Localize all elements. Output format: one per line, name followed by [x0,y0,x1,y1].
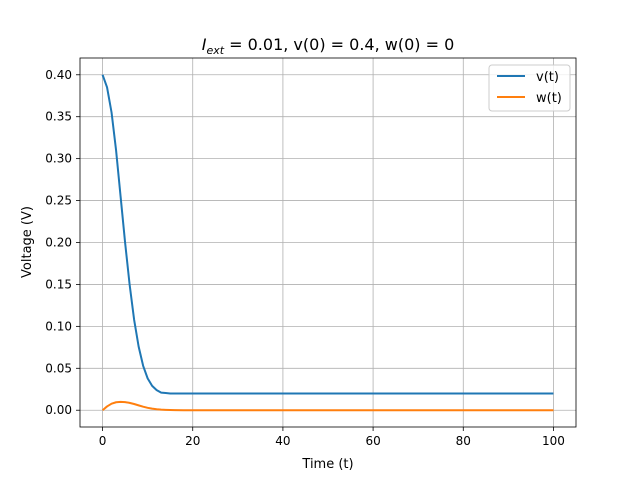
x-tick-label: 100 [542,434,565,448]
chart-title-prefix: I [202,35,207,54]
y-tick-label: 0.30 [45,152,72,166]
y-tick-label: 0.05 [45,361,72,375]
series-line-v [101,74,554,395]
legend-label-w: w(t) [536,91,562,106]
y-tick-label: 0.35 [45,110,72,124]
series-layer [101,74,554,412]
y-tick-label: 0.40 [45,68,72,82]
x-tick-label: 0 [99,434,107,448]
chart-title: Iext = 0.01, v(0) = 0.4, w(0) = 0 [202,35,455,57]
y-tick-label: 0.15 [45,277,72,291]
x-tick-label: 40 [275,434,290,448]
y-tick-label: 0.00 [45,403,72,417]
x-axis-label: Time (t) [301,457,353,472]
series-line-w [101,400,554,412]
y-tick-label: 0.10 [45,319,72,333]
legend: v(t) w(t) [488,64,571,112]
x-tick-label: 20 [185,434,200,448]
x-axis-ticks: 0 20 40 60 80 100 [99,427,565,448]
chart-title-subscript: ext [206,44,224,57]
chart-title-rest: = 0.01, v(0) = 0.4, w(0) = 0 [224,35,454,54]
y-axis-label: Voltage (V) [20,206,35,278]
grid-layer [80,58,576,427]
x-tick-label: 60 [365,434,380,448]
x-tick-label: 80 [456,434,471,448]
y-tick-label: 0.20 [45,236,72,250]
y-tick-label: 0.25 [45,194,72,208]
legend-label-v: v(t) [536,70,559,85]
y-axis-ticks: 0.00 0.05 0.10 0.15 0.20 0.25 0.30 0.35 0.40 [45,68,80,417]
